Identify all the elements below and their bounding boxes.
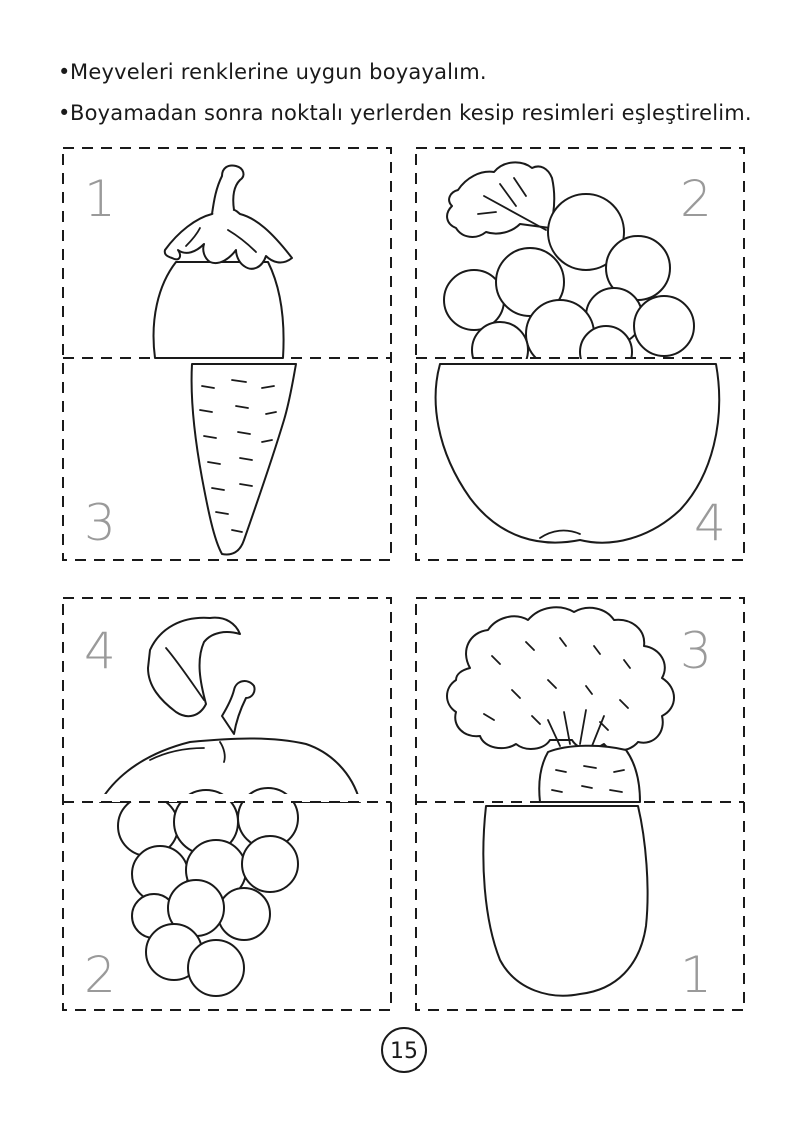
instruction-text-1: Meyveleri renklerine uygun boyayalım. <box>70 60 487 84</box>
grape-berry <box>217 887 271 941</box>
card-4-cut-border <box>415 597 745 1011</box>
instruction-text-2: Boyamadan sonra noktalı yerlerden kesip … <box>70 101 752 125</box>
card-top-left: 1 3 <box>62 147 392 561</box>
instruction-line-1: •Meyveleri renklerine uygun boyayalım. <box>58 60 487 84</box>
card-top-right: 2 4 <box>415 147 750 561</box>
card-2-cut-border <box>415 147 745 561</box>
instruction-line-2: •Boyamadan sonra noktalı yerlerden kesip… <box>58 101 752 125</box>
grape-berry <box>547 193 625 271</box>
grape-berry <box>241 835 299 893</box>
card-4-bottom-label: 1 <box>680 946 712 1004</box>
grape-berry <box>187 939 245 997</box>
card-2-bottom-label: 4 <box>694 494 726 552</box>
carrot-bottom-half-drawing <box>190 363 297 556</box>
grape-berry <box>633 295 695 357</box>
page-number-circle <box>381 1027 427 1073</box>
apple-top-half-drawing <box>99 616 361 803</box>
card-1-bottom-label: 3 <box>84 494 116 552</box>
carrot-top-half-drawing <box>446 606 675 803</box>
card-3-top-label: 4 <box>84 622 116 680</box>
eggplant-bottom-half-drawing <box>482 805 649 997</box>
card-1-top-label: 1 <box>84 170 116 228</box>
card-1-cut-border <box>62 147 392 561</box>
card-3-bottom-label: 2 <box>84 946 116 1004</box>
page-number-text: 15 <box>390 1039 418 1064</box>
card-4-top-label: 3 <box>680 622 712 680</box>
card-bottom-right: 3 1 <box>415 597 745 1011</box>
grapes-bottom-half-drawing <box>96 787 366 997</box>
apple-bottom-half-drawing <box>434 363 721 544</box>
bullet-2: • <box>58 101 71 125</box>
eggplant-top-half-drawing <box>152 164 293 359</box>
bullet-1: • <box>58 60 71 84</box>
page-number: 15 <box>381 1027 427 1073</box>
grape-berry <box>443 269 505 331</box>
grapes-top-half-drawing <box>420 161 750 379</box>
card-2-top-label: 2 <box>680 170 712 228</box>
card-bottom-left: 4 2 <box>62 597 392 1011</box>
card-3-cut-border <box>62 597 392 1011</box>
